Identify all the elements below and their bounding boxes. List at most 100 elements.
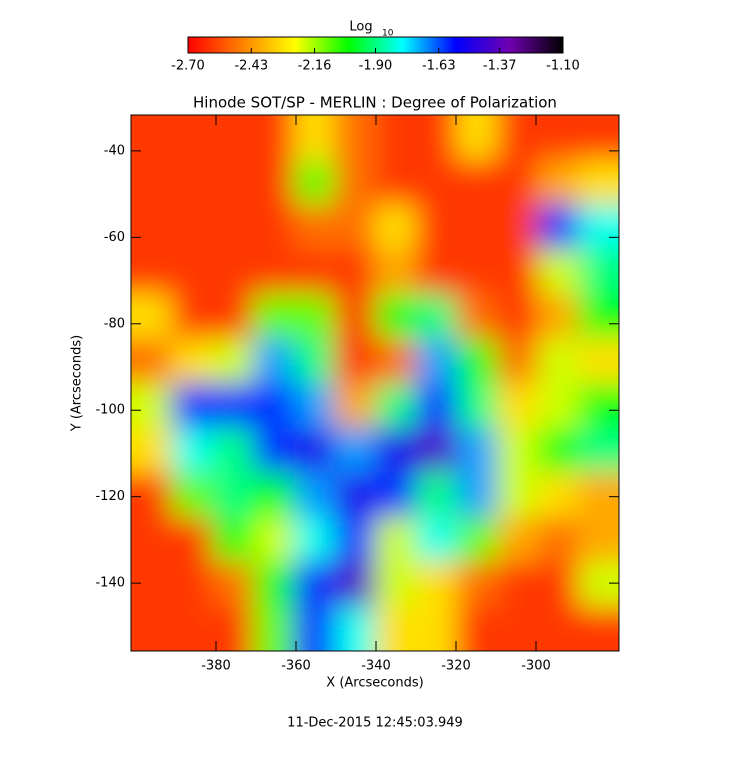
heat-cell — [456, 159, 498, 206]
heat-cell — [334, 383, 376, 429]
heat-cell — [578, 383, 619, 429]
heat-cell — [334, 159, 376, 206]
heat-cell — [253, 383, 295, 429]
colorbar-tick-label: -1.63 — [422, 59, 456, 74]
heat-cell — [212, 249, 254, 295]
heat-cell — [334, 249, 376, 295]
heat-cell — [334, 204, 376, 250]
heat-cell — [334, 427, 376, 474]
heat-cell — [415, 383, 458, 429]
heat-cell — [131, 383, 173, 429]
heat-cell — [537, 561, 580, 608]
heat-cell — [497, 115, 539, 161]
heat-cell — [212, 204, 254, 250]
x-axis-label: X (Arcseconds) — [326, 676, 423, 691]
heat-cell — [131, 472, 173, 518]
heat-cell — [293, 517, 336, 563]
heat-cell — [171, 293, 214, 340]
heatmap-cells — [131, 115, 619, 651]
heat-cell — [334, 606, 376, 651]
heat-cell — [131, 606, 173, 651]
heat-cell — [131, 249, 173, 295]
heat-cell — [131, 561, 173, 608]
heat-cell — [537, 427, 580, 474]
heat-cell — [171, 249, 214, 295]
heat-cell — [578, 338, 619, 384]
heat-cell — [537, 517, 580, 563]
heat-cell — [578, 561, 619, 608]
heat-cell — [131, 159, 173, 206]
colorbar-tick-label: -1.10 — [546, 59, 580, 74]
colorbar-label-sub: 10 — [382, 29, 394, 39]
heat-cell — [293, 293, 336, 340]
heat-cell — [334, 517, 376, 563]
heat-cell — [293, 159, 336, 206]
heat-cell — [456, 338, 498, 384]
heat-cell — [497, 204, 539, 250]
x-tick-label: -380 — [201, 659, 231, 674]
heat-cell — [537, 293, 580, 340]
heat-cell — [578, 472, 619, 518]
heat-cell — [578, 293, 619, 340]
heat-cell — [212, 561, 254, 608]
heat-cell — [293, 383, 336, 429]
heat-cell — [497, 159, 539, 206]
heat-cell — [497, 472, 539, 518]
heat-cell — [578, 249, 619, 295]
heat-cell — [293, 249, 336, 295]
heat-cell — [375, 249, 417, 295]
colorbar-tick-label: -1.37 — [483, 59, 517, 74]
heat-cell — [415, 249, 458, 295]
y-tick-label: -100 — [95, 403, 125, 418]
heat-cell — [253, 472, 295, 518]
heat-cell — [212, 472, 254, 518]
x-tick-label: -340 — [361, 659, 391, 674]
colorbar-tick-label: -1.90 — [359, 59, 393, 74]
heat-cell — [497, 249, 539, 295]
heat-cell — [456, 204, 498, 250]
colorbar-tick-label: -2.70 — [171, 59, 205, 74]
heat-cell — [253, 606, 295, 651]
heat-cell — [131, 293, 173, 340]
heatmap — [131, 115, 619, 651]
y-tick-label: -80 — [104, 316, 125, 331]
heat-cell — [375, 204, 417, 250]
heat-cell — [293, 427, 336, 474]
heat-cell — [578, 517, 619, 563]
heat-cell — [497, 293, 539, 340]
heat-cell — [334, 293, 376, 340]
heat-cell — [578, 427, 619, 474]
heat-cell — [415, 606, 458, 651]
y-axis-label: Y (Arcseconds) — [70, 335, 85, 432]
heat-cell — [212, 293, 254, 340]
heat-cell — [212, 159, 254, 206]
heat-cell — [293, 606, 336, 651]
heat-cell — [497, 606, 539, 651]
heat-cell — [171, 427, 214, 474]
heat-cell — [375, 383, 417, 429]
heat-cell — [375, 472, 417, 518]
heat-cell — [253, 159, 295, 206]
heat-cell — [456, 293, 498, 340]
heat-cell — [212, 383, 254, 429]
heat-cell — [171, 472, 214, 518]
timestamp: 11-Dec-2015 12:45:03.949 — [287, 716, 463, 731]
heat-cell — [456, 517, 498, 563]
heat-cell — [375, 606, 417, 651]
heat-cell — [375, 115, 417, 161]
heat-cell — [171, 561, 214, 608]
heat-cell — [456, 249, 498, 295]
heat-cell — [537, 472, 580, 518]
heat-cell — [415, 517, 458, 563]
heat-cell — [375, 293, 417, 340]
heat-cell — [171, 204, 214, 250]
heat-cell — [497, 517, 539, 563]
heat-cell — [212, 517, 254, 563]
heat-cell — [212, 427, 254, 474]
plot-frame — [130, 114, 620, 652]
heat-cell — [293, 204, 336, 250]
heat-cell — [375, 517, 417, 563]
heat-cell — [334, 561, 376, 608]
heat-cell — [456, 115, 498, 161]
